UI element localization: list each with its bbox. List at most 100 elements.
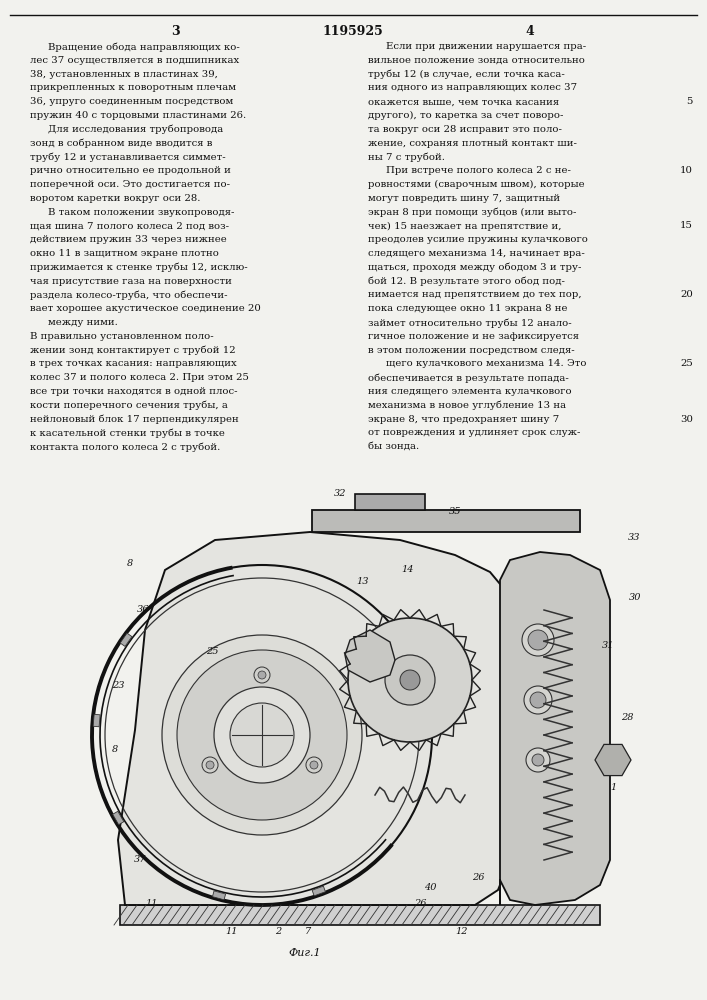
Text: ны 7 с трубой.: ны 7 с трубой. [368,152,445,162]
Polygon shape [112,811,124,825]
Text: 31: 31 [602,641,614,650]
Text: 26: 26 [472,874,484,882]
Text: 38, установленных в пластинах 39,: 38, установленных в пластинах 39, [30,70,218,79]
Text: щаться, проходя между ободом 3 и тру-: щаться, проходя между ободом 3 и тру- [368,263,581,272]
Text: 4: 4 [525,25,534,38]
Text: займет относительно трубы 12 анало-: займет относительно трубы 12 анало- [368,318,572,328]
Text: чек) 15 наезжает на препятствие и,: чек) 15 наезжает на препятствие и, [368,221,561,231]
Text: раздела колесо-труба, что обеспечи-: раздела колесо-труба, что обеспечи- [30,290,228,300]
Text: обеспечивается в результате попада-: обеспечивается в результате попада- [368,373,568,383]
Polygon shape [118,532,520,905]
Circle shape [606,753,620,767]
Text: ния следящего элемента кулачкового: ния следящего элемента кулачкового [368,387,572,396]
Text: 30: 30 [629,593,641,602]
Text: прижимается к стенке трубы 12, исклю-: прижимается к стенке трубы 12, исклю- [30,263,247,272]
Text: ровностями (сварочным швом), которые: ровностями (сварочным швом), которые [368,180,585,189]
Circle shape [348,618,472,742]
Circle shape [310,761,318,769]
Text: могут повредить шину 7, защитный: могут повредить шину 7, защитный [368,194,560,203]
Text: рично относительно ее продольной и: рично относительно ее продольной и [30,166,231,175]
Text: жение, сохраняя плотный контакт ши-: жение, сохраняя плотный контакт ши- [368,139,577,148]
Text: 15: 15 [680,221,693,230]
Polygon shape [213,891,226,900]
Text: Фиг.1: Фиг.1 [288,948,321,958]
Text: бой 12. В результате этого обод под-: бой 12. В результате этого обод под- [368,277,565,286]
Text: 40: 40 [423,884,436,892]
Circle shape [306,757,322,773]
Text: щего кулачкового механизма 14. Это: щего кулачкового механизма 14. Это [386,359,587,368]
Circle shape [258,671,266,679]
Bar [355,494,425,510]
Text: действием пружин 33 через нижнее: действием пружин 33 через нижнее [30,235,227,244]
Text: зонд в собранном виде вводится в: зонд в собранном виде вводится в [30,139,212,148]
Circle shape [214,687,310,783]
Text: Если при движении нарушается пра-: Если при движении нарушается пра- [386,42,586,51]
Text: нимается над препятствием до тех пор,: нимается над препятствием до тех пор, [368,290,582,299]
Text: 20: 20 [680,290,693,299]
Text: от повреждения и удлиняет срок служ-: от повреждения и удлиняет срок служ- [368,428,580,437]
Text: 37: 37 [134,856,146,864]
Text: жении зонд контактирует с трубой 12: жении зонд контактирует с трубой 12 [30,346,235,355]
Text: 3: 3 [170,25,180,38]
Text: 11: 11 [226,928,238,936]
Text: 30: 30 [680,415,693,424]
Text: 35: 35 [449,508,461,516]
Text: 28: 28 [621,712,633,722]
Text: гичное положение и не зафиксируется: гичное положение и не зафиксируется [368,332,579,341]
Text: окно 11 в защитном экране плотно: окно 11 в защитном экране плотно [30,249,219,258]
Text: между ними.: между ними. [48,318,118,327]
Text: контакта полого колеса 2 с трубой.: контакта полого колеса 2 с трубой. [30,442,221,452]
Circle shape [162,635,362,835]
Polygon shape [345,630,395,682]
Circle shape [599,746,627,774]
Text: следящего механизма 14, начинает вра-: следящего механизма 14, начинает вра- [368,249,585,258]
Text: 1: 1 [610,782,616,792]
Circle shape [400,670,420,690]
Text: 23: 23 [112,680,124,690]
Text: 5: 5 [686,97,693,106]
Text: 26: 26 [414,898,426,908]
Text: пока следующее окно 11 экрана 8 не: пока следующее окно 11 экрана 8 не [368,304,568,313]
Text: 8: 8 [112,746,118,754]
Text: прикрепленных к поворотным плечам: прикрепленных к поворотным плечам [30,83,236,92]
Text: другого), то каретка за счет поворо-: другого), то каретка за счет поворо- [368,111,563,120]
Circle shape [385,655,435,705]
Circle shape [524,686,552,714]
Polygon shape [312,886,325,896]
Circle shape [528,630,548,650]
Circle shape [530,692,546,708]
Text: 36: 36 [136,605,149,614]
Text: та вокруг оси 28 исправит это поло-: та вокруг оси 28 исправит это поло- [368,125,562,134]
Text: механизма в новое углубление 13 на: механизма в новое углубление 13 на [368,401,566,410]
Text: 8: 8 [127,558,133,568]
Text: экран 8 при помощи зубцов (или выто-: экран 8 при помощи зубцов (или выто- [368,208,576,217]
Text: вает хорошее акустическое соединение 20: вает хорошее акустическое соединение 20 [30,304,261,313]
Text: в трех точках касания: направляющих: в трех точках касания: направляющих [30,359,237,368]
Text: 33: 33 [628,532,641,542]
Text: трубу 12 и устанавливается симмет-: трубу 12 и устанавливается симмет- [30,152,226,162]
Text: к касательной стенки трубы в точке: к касательной стенки трубы в точке [30,428,225,438]
Text: 2: 2 [275,928,281,936]
Circle shape [522,624,554,656]
Text: все три точки находятся в одной плос-: все три точки находятся в одной плос- [30,387,238,396]
Text: поперечной оси. Это достигается по-: поперечной оси. Это достигается по- [30,180,230,189]
Text: преодолев усилие пружины кулачкового: преодолев усилие пружины кулачкового [368,235,588,244]
Polygon shape [595,744,631,776]
Text: трубы 12 (в случае, если точка каса-: трубы 12 (в случае, если точка каса- [368,70,565,79]
Text: 25: 25 [206,648,218,656]
Polygon shape [93,714,100,727]
Text: 14: 14 [402,566,414,574]
Circle shape [532,754,544,766]
Text: ния одного из направляющих колес 37: ния одного из направляющих колес 37 [368,83,577,92]
Text: При встрече полого колеса 2 с не-: При встрече полого колеса 2 с не- [386,166,571,175]
Text: 11: 11 [146,898,158,908]
Circle shape [206,761,214,769]
Text: щая шина 7 полого колеса 2 под воз-: щая шина 7 полого колеса 2 под воз- [30,221,229,230]
Text: окажется выше, чем точка касания: окажется выше, чем точка касания [368,97,559,106]
Polygon shape [120,633,132,646]
Text: нейлоновый блок 17 перпендикулярен: нейлоновый блок 17 перпендикулярен [30,415,239,424]
Text: лес 37 осуществляется в подшипниках: лес 37 осуществляется в подшипниках [30,56,239,65]
Bar [312,510,580,532]
Text: Для исследования трубопровода: Для исследования трубопровода [48,125,223,134]
Text: 13: 13 [357,578,369,586]
